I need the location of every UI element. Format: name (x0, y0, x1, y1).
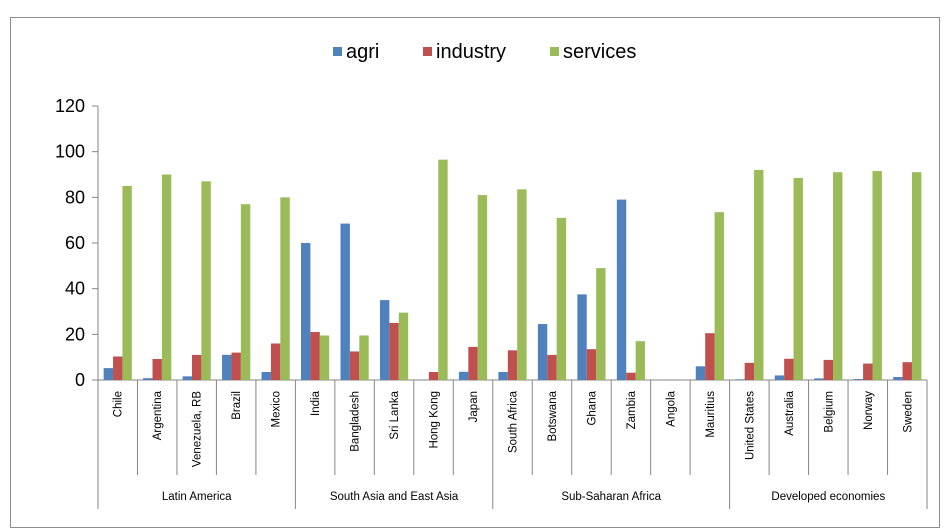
category-label: Sri Lanka (389, 390, 401, 439)
category-label: Bangladesh (350, 391, 362, 452)
bar-services-16 (754, 169, 764, 380)
category-label: Angola (665, 390, 677, 426)
bar-services-2 (201, 181, 211, 380)
y-tick-label: 100 (55, 142, 85, 162)
y-tick-label: 40 (65, 279, 85, 299)
bar-services-0 (122, 185, 132, 380)
bar-industry-12 (586, 349, 597, 380)
bar-agri-20 (893, 377, 903, 380)
bar-services-13 (635, 341, 646, 380)
bar-services-9 (477, 195, 488, 380)
category-label: Hong Kong (429, 391, 441, 449)
bar-industry-16 (744, 362, 755, 380)
legend-label-services: services (563, 41, 636, 63)
category-label: Zambia (626, 390, 638, 429)
y-tick-label: 60 (65, 233, 85, 253)
chart-frame: 0 20 40 60 80 100 120 Chile Argentina Venezuela, … (10, 17, 940, 528)
legend-swatch-services (550, 47, 559, 56)
bar-agri-0 (103, 368, 114, 380)
bar-agri-4 (261, 372, 271, 380)
bar-industry-9 (468, 346, 478, 380)
category-label: Argentina (152, 390, 164, 440)
bar-agri-18 (814, 378, 824, 380)
bar-agri-1 (143, 378, 153, 380)
bar-agri-9 (458, 371, 469, 380)
bar-services-11 (556, 217, 567, 380)
bar-services-15 (714, 212, 724, 380)
bar-industry-19 (863, 363, 873, 380)
category-label: Botswana (547, 390, 559, 441)
bar-services-17 (793, 177, 803, 380)
bar-services-12 (596, 268, 606, 380)
category-label: India (310, 390, 322, 416)
bar-agri-2 (182, 376, 192, 380)
bar-services-4 (280, 197, 290, 380)
y-tick-label: 20 (65, 324, 85, 344)
bar-agri-3 (222, 354, 232, 380)
category-label: Japan (468, 391, 480, 422)
bar-industry-3 (231, 352, 241, 380)
bar-agri-13 (616, 199, 627, 380)
legend-label-agri: agri (346, 41, 379, 63)
category-label: Belgium (823, 391, 835, 433)
bar-agri-17 (774, 375, 785, 380)
group-label: Latin America (162, 491, 232, 503)
category-label: Chile (113, 391, 125, 417)
category-label: Mauritius (705, 391, 717, 438)
bar-agri-15 (695, 366, 706, 380)
bar-agri-11 (537, 324, 548, 380)
bar-industry-17 (784, 358, 794, 380)
bar-agri-19 (853, 379, 864, 380)
group-label: South Asia and East Asia (330, 491, 459, 503)
bar-agri-5 (301, 243, 311, 380)
bar-agri-12 (577, 294, 587, 380)
bar-services-8 (438, 159, 448, 380)
bar-services-5 (319, 335, 330, 380)
bar-agri-16 (735, 379, 745, 380)
bar-chart: 0 20 40 60 80 100 120 Chile Argentina Venezuela, … (55, 41, 928, 509)
bar-services-19 (872, 171, 882, 380)
legend-label-industry: industry (436, 41, 506, 63)
category-label: Australia (784, 390, 796, 435)
bar-industry-13 (626, 372, 636, 380)
bar-industry-0 (113, 356, 123, 380)
category-label: United States (744, 391, 756, 460)
bar-services-18 (833, 172, 843, 380)
group-label: Sub-Saharan Africa (561, 491, 661, 503)
bar-industry-11 (547, 354, 557, 380)
bar-services-1 (161, 174, 172, 380)
bar-industry-7 (389, 322, 399, 380)
category-label: Sweden (902, 391, 914, 433)
category-label: Norway (863, 391, 875, 430)
bar-services-20 (911, 172, 922, 380)
bar-industry-2 (191, 354, 202, 380)
y-tick-label: 0 (75, 370, 85, 390)
bar-agri-6 (340, 223, 350, 380)
bar-industry-1 (152, 358, 162, 380)
bar-services-10 (517, 189, 527, 380)
bar-industry-15 (705, 333, 715, 380)
y-tick-label: 120 (55, 96, 85, 116)
bar-services-6 (359, 335, 369, 380)
legend-swatch-industry (423, 47, 432, 56)
bar-industry-20 (902, 362, 912, 380)
bar-agri-10 (498, 372, 508, 380)
bar-industry-18 (823, 359, 834, 380)
bar-services-7 (398, 312, 409, 380)
bar-industry-10 (507, 350, 518, 380)
category-label: Mexico (271, 391, 283, 427)
category-label: South Africa (508, 390, 520, 453)
bar-services-3 (240, 204, 251, 380)
group-label: Developed economies (771, 491, 885, 503)
bar-industry-4 (270, 343, 281, 380)
category-label: Brazil (231, 391, 243, 420)
legend-swatch-agri (333, 47, 342, 56)
category-label: Venezuela, RB (192, 391, 204, 467)
bar-industry-8 (428, 372, 439, 380)
bar-agri-7 (379, 300, 390, 380)
category-label: Ghana (586, 390, 598, 425)
bar-industry-6 (349, 351, 360, 380)
bar-industry-5 (310, 332, 320, 380)
y-tick-label: 80 (65, 187, 85, 207)
